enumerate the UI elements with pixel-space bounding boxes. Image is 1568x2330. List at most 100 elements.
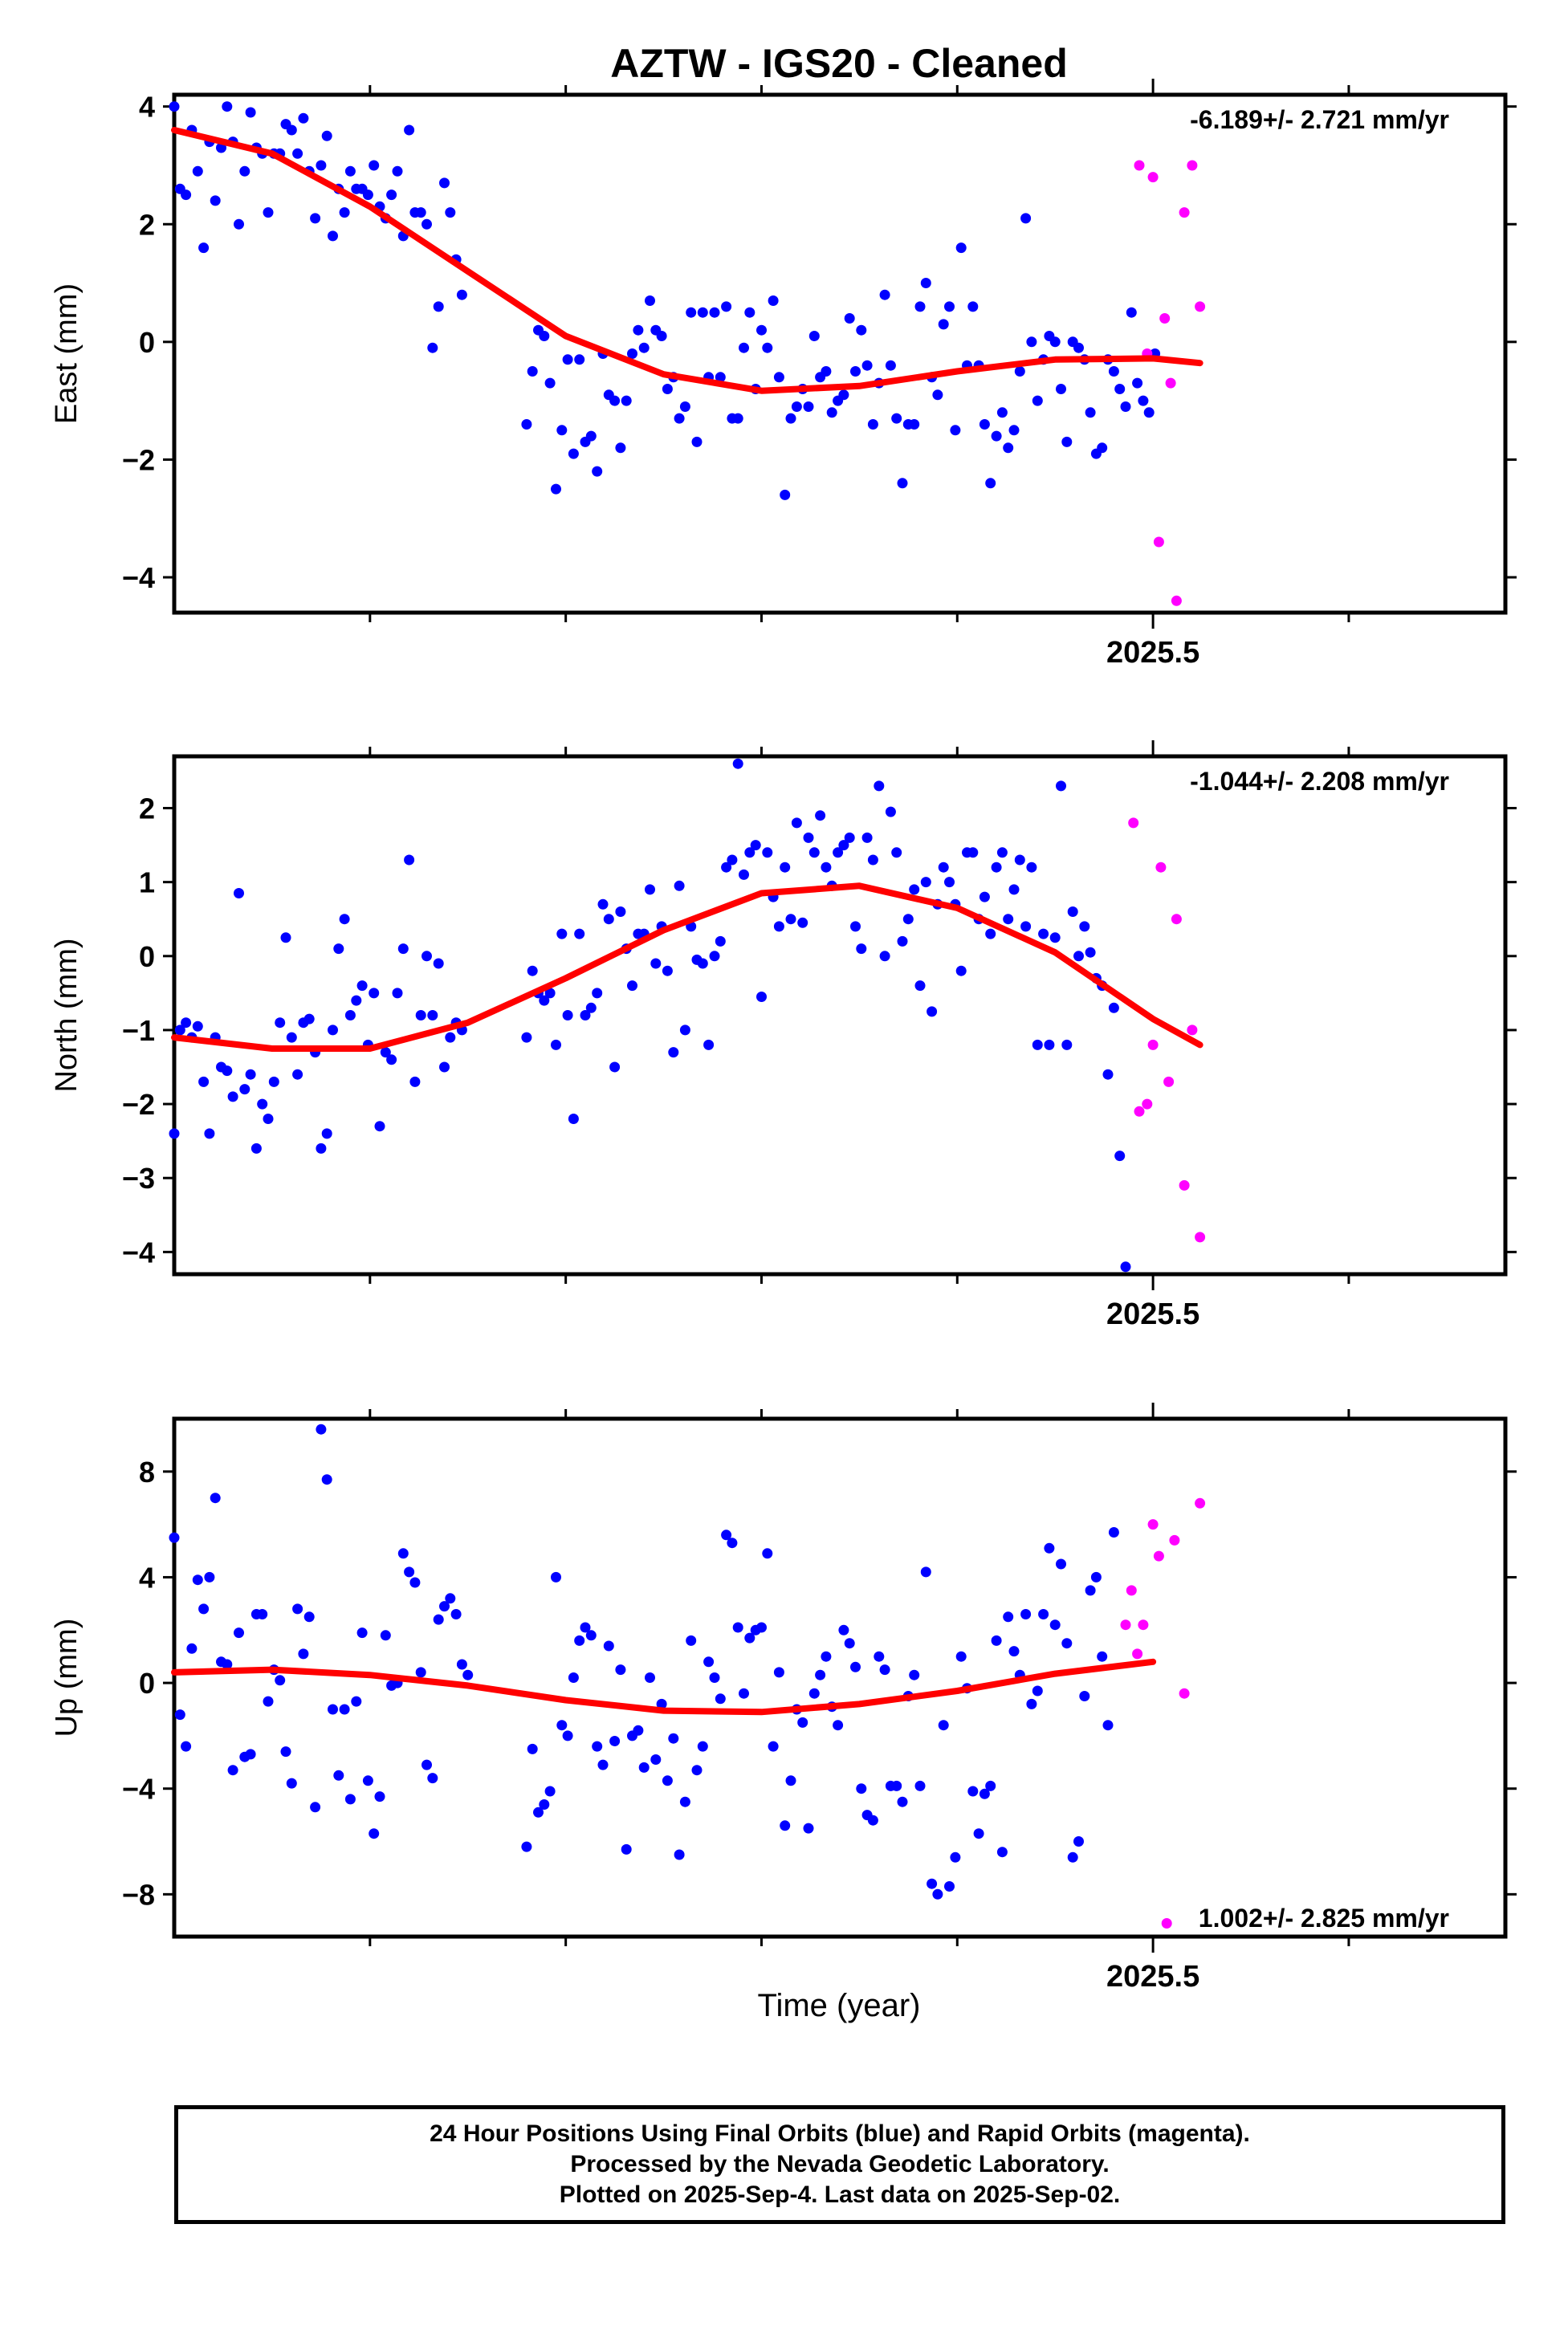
east-final-orbits-point	[638, 342, 650, 353]
north-final-orbits-point	[1020, 921, 1032, 932]
east-y-tick-label: 0	[139, 326, 155, 359]
east-final-orbits-point	[691, 436, 703, 447]
up-final-orbits-point	[897, 1796, 908, 1807]
east-rapid-orbits-point	[1165, 377, 1176, 389]
up-final-orbits-point	[427, 1773, 438, 1784]
north-final-orbits-point	[397, 943, 409, 955]
north-final-orbits-point	[645, 884, 655, 895]
north-final-orbits-point	[756, 992, 767, 1002]
east-final-orbits-point	[456, 289, 467, 300]
east-final-orbits-point	[344, 165, 356, 177]
up-final-orbits-point	[609, 1736, 621, 1746]
north-x-tick-label: 2025.5	[1106, 1297, 1199, 1331]
east-final-orbits-point	[656, 331, 667, 341]
north-final-orbits-point	[275, 1017, 286, 1029]
north-y-tick-label: −3	[122, 1162, 155, 1195]
east-y-tick-label: −4	[122, 561, 155, 594]
east-rapid-orbits-point	[1159, 313, 1171, 324]
up-final-orbits-point	[955, 1651, 967, 1662]
north-rate-label: -1.044+/- 2.208 mm/yr	[1190, 767, 1449, 796]
north-final-orbits-point	[927, 1006, 938, 1017]
north-final-orbits-point	[257, 1098, 268, 1110]
north-final-orbits-point	[874, 780, 885, 792]
up-final-orbits-point	[844, 1638, 855, 1649]
east-final-orbits-point	[627, 348, 637, 359]
up-final-orbits-point	[275, 1675, 286, 1686]
up-y-tick-label: 4	[139, 1561, 155, 1594]
up-y-tick-label: −4	[122, 1773, 155, 1806]
east-final-orbits-point	[621, 395, 632, 406]
east-final-orbits-point	[592, 466, 603, 477]
east-final-orbits-point	[234, 218, 244, 230]
north-final-orbits-point	[333, 943, 344, 955]
north-final-orbits-point	[386, 1054, 397, 1065]
north-rapid-orbits-point	[1171, 914, 1182, 925]
up-final-orbits-point	[656, 1698, 667, 1709]
north-final-orbits-point	[791, 817, 802, 829]
east-final-orbits-point	[585, 430, 597, 442]
up-final-orbits-point	[210, 1493, 221, 1504]
up-final-orbits-point	[186, 1643, 198, 1654]
east-final-orbits-point	[239, 165, 250, 177]
east-rapid-orbits-point	[1153, 536, 1164, 548]
east-final-orbits-point	[715, 372, 726, 383]
north-final-orbits-point	[709, 951, 720, 962]
north-final-orbits-point	[222, 1065, 233, 1077]
up-final-orbits-point	[592, 1741, 603, 1752]
north-final-orbits-point	[356, 980, 368, 992]
north-final-orbits-point	[879, 951, 890, 962]
east-final-orbits-point	[938, 319, 949, 330]
up-final-orbits-point	[1102, 1720, 1114, 1731]
north-final-orbits-point	[339, 914, 350, 925]
north-final-orbits-point	[409, 1076, 421, 1087]
north-final-orbits-point	[174, 1024, 185, 1036]
up-final-orbits-point	[703, 1656, 715, 1668]
east-final-orbits-point	[773, 372, 784, 383]
up-final-orbits-point	[316, 1424, 327, 1435]
north-final-orbits-point	[979, 891, 990, 902]
north-final-orbits-point	[351, 995, 362, 1006]
north-final-orbits-point	[715, 935, 726, 947]
north-final-orbits-point	[181, 1017, 192, 1029]
up-final-orbits-point	[328, 1704, 338, 1715]
up-final-orbits-point	[374, 1791, 385, 1802]
east-final-orbits-point	[744, 307, 755, 318]
east-final-orbits-point	[316, 160, 327, 171]
panel-up: −8 −4 0 4 8 2025.5 Up (mm) 1.002+/- 2.825 mm/yr	[50, 1403, 1517, 1994]
north-final-orbits-point	[1049, 932, 1061, 943]
up-final-orbits-point	[838, 1624, 849, 1635]
north-final-orbits-point	[1120, 1261, 1131, 1273]
east-final-orbits-point	[709, 307, 720, 318]
north-final-orbits-point	[597, 898, 609, 910]
east-final-orbits-point	[821, 366, 832, 377]
up-final-orbits-point	[780, 1820, 791, 1831]
north-final-orbits-point	[527, 965, 538, 976]
up-final-orbits-point	[445, 1593, 456, 1604]
up-final-orbits-point	[562, 1730, 573, 1741]
north-final-orbits-point	[580, 1010, 591, 1020]
footer-line-1: 24 Hour Positions Using Final Orbits (bl…	[430, 2120, 1250, 2147]
east-fit-line	[171, 127, 1203, 394]
north-final-orbits-point	[662, 965, 673, 976]
panel-north: −4 −3 −2 −1 0 1 2 2025.5 North (mm) -1.044+/- 2.2…	[50, 740, 1517, 1331]
north-final-orbits-point	[280, 932, 291, 943]
north-final-orbits-point	[539, 995, 550, 1006]
up-final-orbits-point	[867, 1815, 878, 1826]
east-final-orbits-point	[891, 413, 902, 424]
north-final-orbits-point	[415, 1010, 426, 1020]
east-final-orbits-point	[615, 442, 626, 454]
north-final-orbits-point	[192, 1020, 203, 1032]
up-rapid-orbits-point	[1179, 1688, 1190, 1699]
east-final-orbits-point	[1008, 425, 1020, 436]
east-final-orbits-point	[521, 419, 532, 430]
east-final-orbits-point	[856, 324, 867, 336]
up-final-orbits-point	[944, 1881, 955, 1892]
north-final-orbits-point	[169, 1128, 180, 1139]
east-final-orbits-point	[1061, 436, 1073, 447]
north-final-orbits-point	[568, 1114, 579, 1124]
up-final-orbits-point	[803, 1823, 814, 1834]
up-final-orbits-point	[1008, 1646, 1020, 1657]
up-final-orbits-point	[1032, 1685, 1043, 1697]
footer-caption: 24 Hour Positions Using Final Orbits (bl…	[174, 2105, 1505, 2224]
up-final-orbits-point	[344, 1794, 356, 1805]
